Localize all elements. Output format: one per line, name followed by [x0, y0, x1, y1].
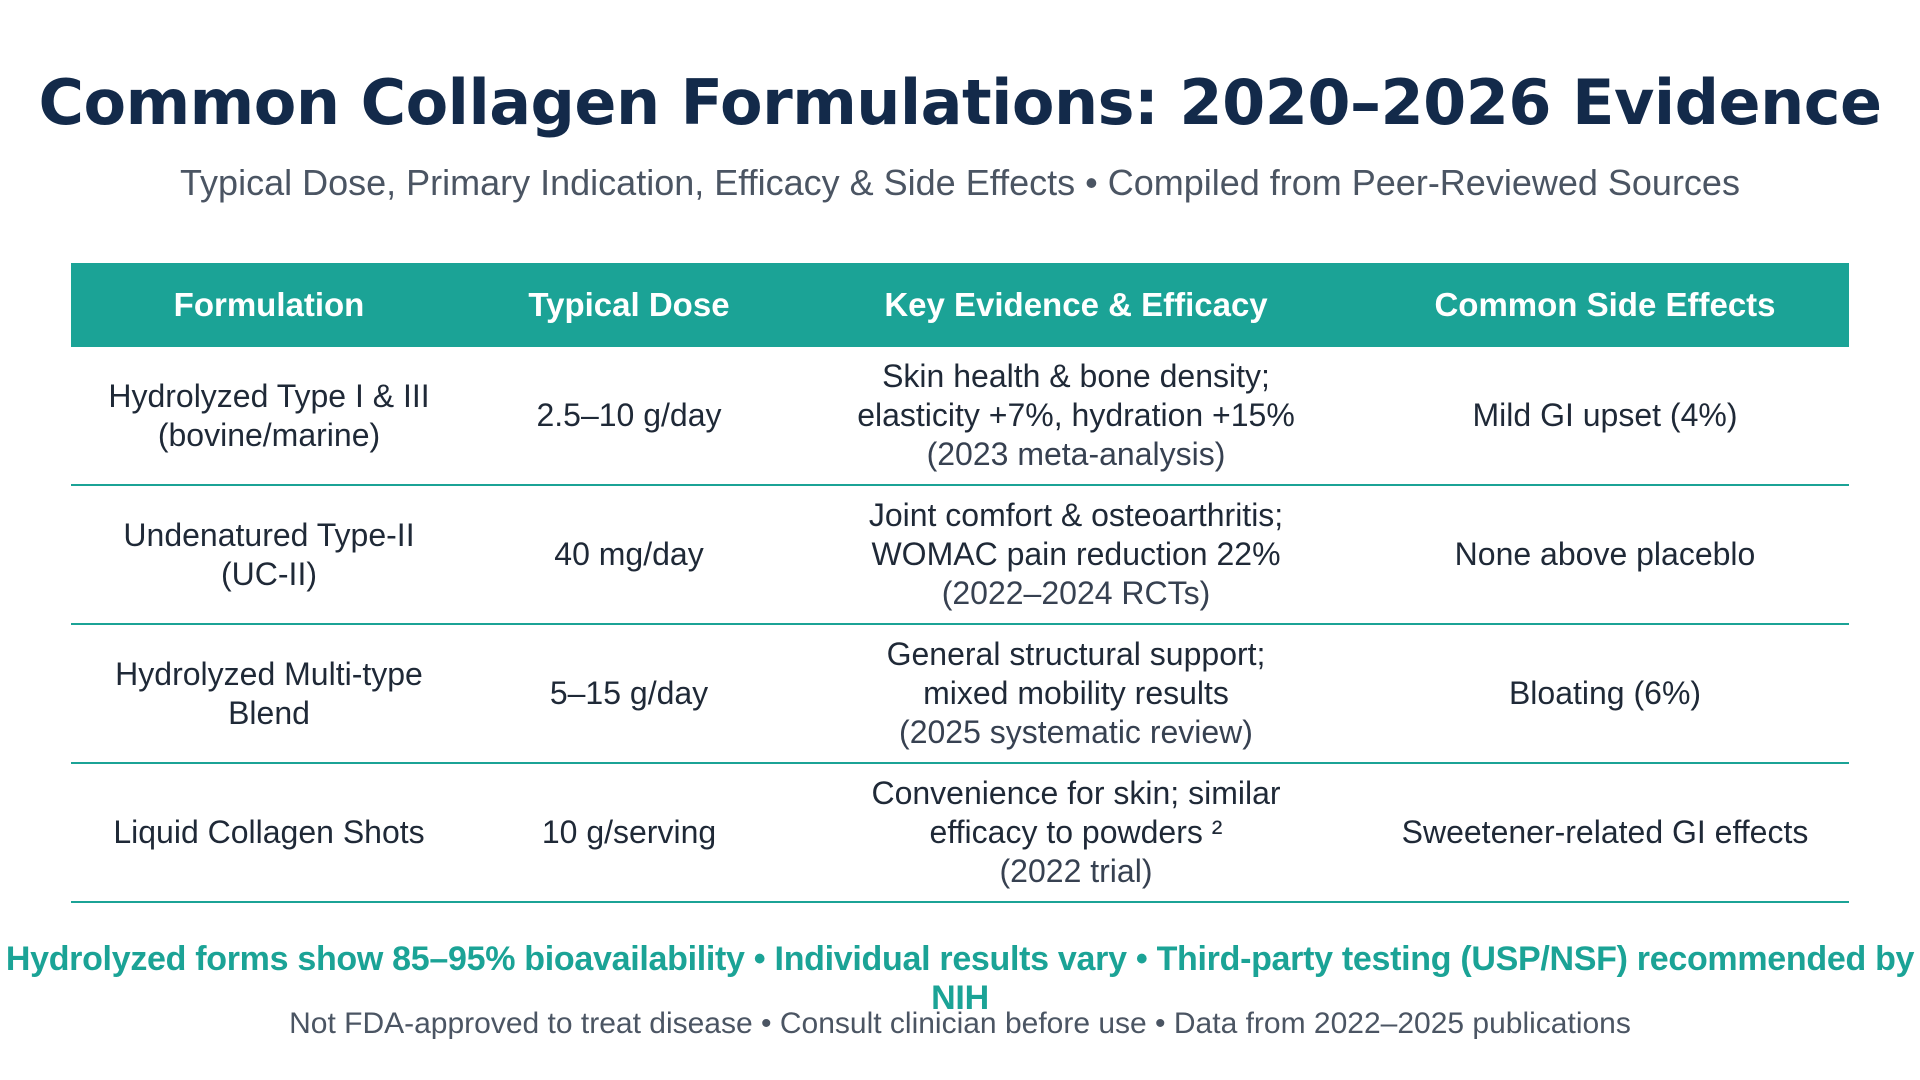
- table-row: Liquid Collagen Shots 10 g/serving Conve…: [71, 764, 1849, 903]
- header-formulation: Formulation: [173, 286, 365, 323]
- dose-cell: 5–15 g/day: [549, 675, 709, 711]
- side-effects-cell: Sweetener-related GI effects: [1401, 814, 1809, 850]
- footer-disclaimer: Not FDA-approved to treat disease • Cons…: [289, 1007, 1631, 1040]
- evidence-source: (2023 meta-analysis): [926, 436, 1226, 472]
- formulation-cell: Liquid Collagen Shots: [113, 814, 425, 850]
- evidence-source: (2022 trial): [999, 853, 1153, 889]
- dose-cell: 2.5–10 g/day: [536, 397, 722, 433]
- table-header-row: Formulation Typical Dose Key Evidence & …: [71, 263, 1849, 347]
- evidence-text: Convenience for skin; similar efficacy t…: [871, 775, 1281, 850]
- evidence-source: (2022–2024 RCTs): [941, 575, 1211, 611]
- page-title: Common Collagen Formulations: 2020–2026 …: [38, 66, 1882, 139]
- formulation-cell: Undenatured Type-II (UC-II): [123, 516, 415, 592]
- footer-highlight: Hydrolyzed forms show 85–95% bioavailabi…: [5, 940, 1915, 1017]
- dose-cell: 10 g/serving: [541, 814, 717, 850]
- evidence-cell: Skin health & bone density; elasticity +…: [791, 347, 1361, 484]
- evidence-cell: Joint comfort & osteoarthritis; WOMAC pa…: [791, 486, 1361, 623]
- evidence-cell: Convenience for skin; similar efficacy t…: [791, 764, 1361, 901]
- table-row: Hydrolyzed Type I & III (bovine/marine) …: [71, 347, 1849, 486]
- evidence-cell: General structural support; mixed mobili…: [791, 625, 1361, 762]
- header-typical-dose: Typical Dose: [528, 286, 730, 323]
- dose-cell: 40 mg/day: [554, 536, 704, 572]
- evidence-text: Skin health & bone density; elasticity +…: [857, 358, 1295, 433]
- side-effects-cell: Mild GI upset (4%): [1472, 397, 1738, 433]
- evidence-source: (2025 systematic review): [899, 714, 1253, 750]
- collagen-table: Formulation Typical Dose Key Evidence & …: [71, 263, 1849, 903]
- formulation-cell: Hydrolyzed Multi-type Blend: [115, 655, 423, 731]
- side-effects-cell: Bloating (6%): [1508, 675, 1702, 711]
- table-row: Undenatured Type-II (UC-II) 40 mg/day Jo…: [71, 486, 1849, 625]
- formulation-cell: Hydrolyzed Type I & III (bovine/marine): [108, 377, 430, 453]
- evidence-text: General structural support; mixed mobili…: [886, 636, 1266, 711]
- page-subtitle: Typical Dose, Primary Indication, Effica…: [180, 162, 1740, 203]
- evidence-text: Joint comfort & osteoarthritis; WOMAC pa…: [868, 497, 1284, 572]
- header-side-effects: Common Side Effects: [1434, 286, 1776, 323]
- side-effects-cell: None above placeblo: [1454, 536, 1756, 572]
- header-key-evidence: Key Evidence & Efficacy: [884, 286, 1268, 323]
- table-row: Hydrolyzed Multi-type Blend 5–15 g/day G…: [71, 625, 1849, 764]
